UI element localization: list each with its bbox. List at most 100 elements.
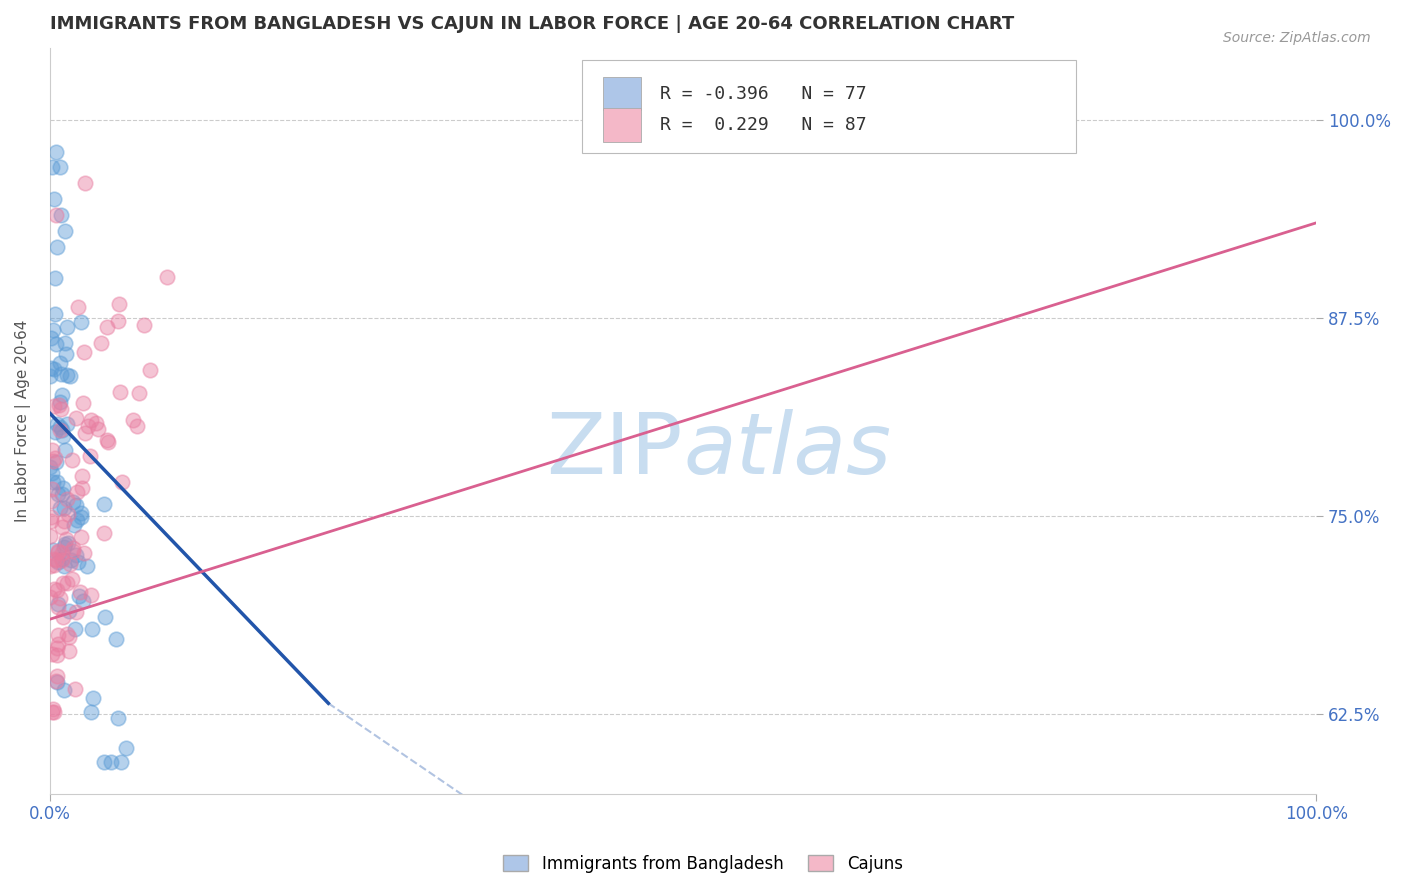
Point [53,558,76,573]
Point [73,546,96,560]
Point [73,345,96,359]
Point [77,419,100,434]
Point [55,347,77,361]
Point [80,622,103,636]
Point [90,336,112,351]
Point [58,557,80,571]
Point [39,590,62,604]
Text: R =  0.229   N = 87: R = 0.229 N = 87 [661,116,868,134]
Point [42,582,65,597]
Point [49,394,72,409]
Point [41,161,63,175]
Point [49,367,72,381]
Point [139,363,162,377]
Point [46,597,69,611]
FancyBboxPatch shape [603,77,641,111]
Point [70,530,93,544]
Point [49,501,72,516]
Point [42,558,65,572]
Point [46,240,69,254]
Point [75,176,97,190]
Point [59,553,82,567]
Point [39,514,62,528]
Point [56,507,79,521]
Point [67,301,90,315]
Point [62,453,84,467]
Point [46,544,69,558]
Point [55,368,77,382]
Point [72,396,94,410]
Point [62,544,84,558]
Point [80,588,103,602]
Point [63,622,86,636]
Point [39,369,62,384]
Point [52,429,75,443]
Point [108,385,131,400]
Point [69,509,91,524]
Point [53,682,76,697]
Point [49,423,72,437]
Point [125,418,148,433]
Point [45,553,67,567]
Point [70,469,93,483]
Point [66,484,89,499]
Point [42,192,65,206]
Point [46,628,69,642]
Text: atlas: atlas [683,409,891,492]
Point [46,600,69,615]
Point [59,369,82,384]
Point [44,271,66,285]
Point [58,644,80,658]
Point [46,487,69,501]
Point [93,610,115,624]
Point [80,412,103,426]
Point [62,495,84,509]
Point [96,434,118,448]
Point [86,417,108,431]
Point [41,442,63,457]
Point [49,356,72,370]
Point [51,388,73,402]
FancyBboxPatch shape [603,108,641,142]
Point [128,386,150,401]
Point [46,417,69,431]
Point [82,690,104,705]
Point [39,360,62,375]
Text: Source: ZipAtlas.com: Source: ZipAtlas.com [1223,31,1371,45]
Point [70,506,93,520]
Point [100,755,122,769]
Point [72,594,94,608]
Point [132,318,155,333]
Point [51,520,73,534]
Point [65,498,87,512]
Y-axis label: In Labor Force | Age 20-64: In Labor Force | Age 20-64 [15,320,31,522]
Point [93,526,115,541]
Point [42,454,65,468]
Point [93,497,115,511]
Point [97,434,120,449]
Point [58,630,80,644]
Point [63,518,86,533]
Point [51,546,73,560]
Point [41,466,63,480]
Text: R = -0.396   N = 77: R = -0.396 N = 77 [661,85,868,103]
Point [66,555,89,569]
Point [39,509,62,524]
Point [87,422,110,436]
Point [69,584,91,599]
Point [53,224,76,238]
Point [44,450,66,465]
Point [51,551,73,566]
Point [53,442,76,457]
Point [108,297,131,311]
Point [45,208,67,222]
Point [58,604,80,618]
Point [39,331,62,345]
Point [93,755,115,769]
Point [76,559,98,574]
Point [75,425,97,440]
Point [63,681,86,696]
Point [69,315,91,329]
Point [56,576,79,591]
Point [55,417,77,431]
